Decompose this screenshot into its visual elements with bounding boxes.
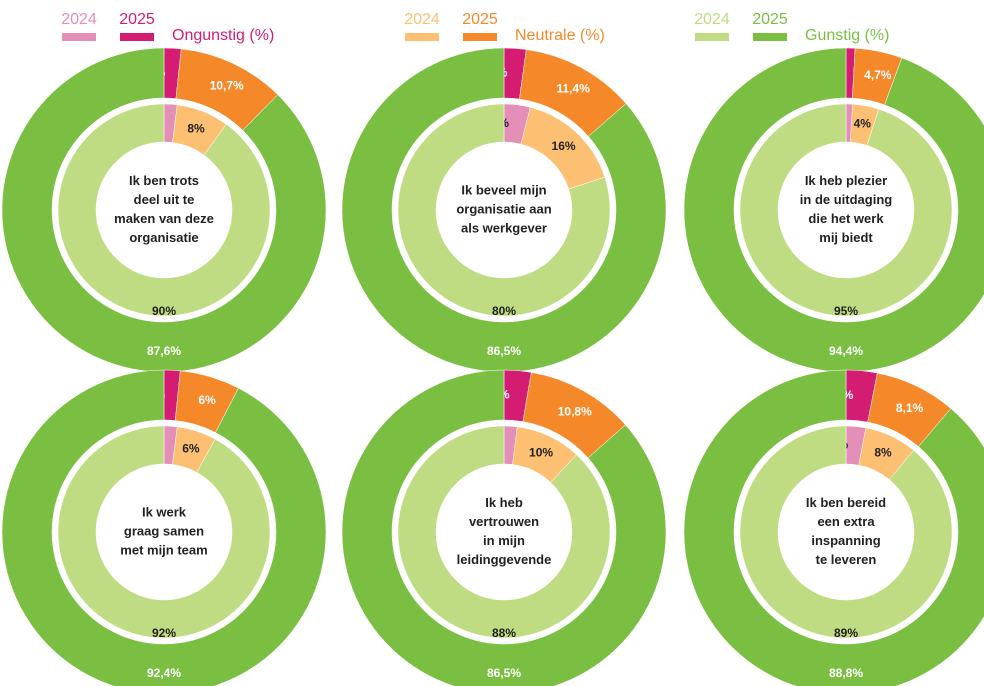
value-label: 92,4% (147, 666, 181, 680)
donut-segment (341, 369, 667, 686)
donut-title: leidinggevende (457, 552, 552, 567)
value-label: 86,5% (487, 344, 521, 358)
value-label: 8% (187, 121, 205, 135)
value-label: 6% (182, 441, 200, 455)
legend-swatch (695, 33, 729, 41)
value-label: 16% (552, 139, 576, 153)
donut-title: in mijn (483, 533, 525, 548)
value-label: 4% (854, 117, 872, 131)
donut-segment (341, 47, 667, 373)
donut-title: in de uitdaging (800, 192, 892, 207)
donut-title: als werkgever (461, 220, 547, 235)
value-label: 10,8% (558, 405, 592, 419)
value-label: 8,1% (896, 401, 924, 415)
donut-title: Ik ben bereid (806, 495, 886, 510)
value-label: 6% (198, 393, 216, 407)
value-label: 80% (492, 304, 516, 318)
donut-title: mij biedt (819, 230, 873, 245)
legend-label: Gunstig (%) (805, 27, 889, 44)
donut-title: deel uit te (134, 192, 195, 207)
donut-title: maken van deze (114, 211, 214, 226)
donut-segment (397, 103, 611, 317)
donut-title: vertrouwen (469, 514, 539, 529)
value-label: 95% (834, 304, 858, 318)
donut-segment (57, 103, 271, 317)
value-label: 4,7% (864, 68, 892, 82)
value-label: 10,7% (210, 78, 244, 92)
donut-segment (739, 103, 953, 317)
legend-label: Neutrale (%) (515, 27, 605, 44)
donut-title: inspanning (811, 533, 880, 548)
legend-swatch (405, 33, 439, 41)
legend-swatch (120, 33, 154, 41)
legend-year: 2025 (119, 11, 155, 28)
value-label: 10% (529, 445, 553, 459)
legend-year: 2025 (752, 11, 788, 28)
value-label: 11,4% (556, 82, 590, 96)
legend-swatch (463, 33, 497, 41)
legend-label: Ongunstig (%) (172, 27, 274, 44)
legend-year: 2025 (462, 11, 498, 28)
legend-year: 2024 (404, 11, 440, 28)
donut-title: Ik heb plezier (805, 173, 887, 188)
value-label: 88,8% (829, 666, 863, 680)
value-label: 88% (492, 626, 516, 640)
donut-title: Ik werk (142, 504, 187, 519)
value-label: 87,6% (147, 344, 181, 358)
donut-title: Ik ben trots (129, 173, 199, 188)
legend-swatch (753, 33, 787, 41)
value-label: 90% (152, 304, 176, 318)
legend-year: 2024 (61, 11, 97, 28)
value-label: 89% (834, 626, 858, 640)
legend-year: 2024 (694, 11, 730, 28)
donut-segment (739, 425, 953, 639)
value-label: 94,4% (829, 344, 863, 358)
donut-segment (683, 47, 984, 373)
donut-title: organisatie (129, 230, 198, 245)
donut-segment (1, 369, 327, 686)
donut-title: te leveren (816, 552, 877, 567)
donut-segment (57, 425, 271, 639)
donut-title: organisatie aan (456, 201, 551, 216)
donut-title: een extra (817, 514, 875, 529)
value-label: 8% (874, 445, 892, 459)
value-label: 92% (152, 626, 176, 640)
value-label: 86,5% (487, 666, 521, 680)
legend-swatch (62, 33, 96, 41)
donut-title: graag samen (124, 523, 204, 538)
donut-segment (397, 425, 611, 639)
donut-title: met mijn team (120, 542, 207, 557)
donut-title: Ik heb (485, 495, 523, 510)
donut-segment (1, 47, 327, 373)
donut-segment (683, 369, 984, 686)
donut-title: Ik beveel mijn (461, 182, 546, 197)
donut-title: die het werk (808, 211, 884, 226)
